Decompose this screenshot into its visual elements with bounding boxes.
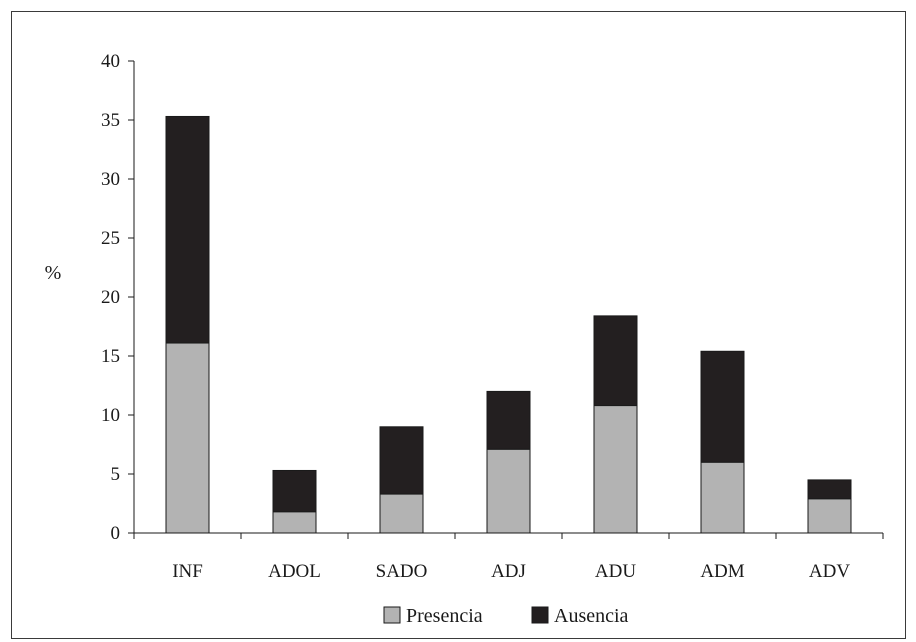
legend-label-ausencia: Ausencia — [554, 605, 629, 627]
y-tick-label: 20 — [101, 287, 120, 308]
bar-presencia-adm — [700, 461, 745, 534]
x-tick-label: ADV — [809, 561, 850, 582]
x-tick-label: ADJ — [491, 561, 526, 582]
legend-swatch-presencia — [383, 606, 401, 624]
bar-ausencia-adu — [593, 315, 638, 407]
bar-ausencia-adj — [486, 390, 531, 450]
legend: Presencia Ausencia — [383, 605, 629, 627]
x-tick-label: ADU — [595, 561, 636, 582]
x-tick-label: INF — [172, 561, 203, 582]
bar-presencia-adol — [272, 511, 317, 534]
x-tick-label: ADM — [700, 561, 744, 582]
bar-presencia-inf — [165, 342, 210, 534]
y-tick-label: 15 — [101, 346, 120, 367]
y-tick-label: 40 — [101, 51, 120, 72]
legend-swatch-ausencia — [531, 606, 549, 624]
axes: 0 5 10 15 20 25 30 35 40 INF ADOL SADO ADJ ADU ADM ADV — [101, 51, 884, 582]
bar-ausencia-sado — [379, 426, 424, 495]
y-tick-label: 10 — [101, 405, 120, 426]
y-tick-label: 5 — [111, 464, 121, 485]
y-tick-label: 25 — [101, 228, 120, 249]
x-tick-label: SADO — [376, 561, 428, 582]
bar-presencia-sado — [379, 493, 424, 534]
bar-ausencia-adol — [272, 469, 317, 513]
bar-ausencia-inf — [165, 115, 210, 344]
bar-presencia-adu — [593, 405, 638, 534]
legend-label-presencia: Presencia — [406, 605, 483, 627]
y-tick-label: 35 — [101, 110, 120, 131]
y-tick-label: 30 — [101, 169, 120, 190]
x-tick-label: ADOL — [268, 561, 321, 582]
bar-presencia-adj — [486, 448, 531, 534]
y-axis-label: % — [45, 262, 62, 284]
bars — [165, 115, 852, 534]
chart-frame — [11, 11, 906, 639]
bar-ausencia-adv — [807, 479, 852, 500]
bar-ausencia-adm — [700, 350, 745, 463]
y-tick-label: 0 — [111, 523, 121, 544]
bar-presencia-adv — [807, 498, 852, 534]
